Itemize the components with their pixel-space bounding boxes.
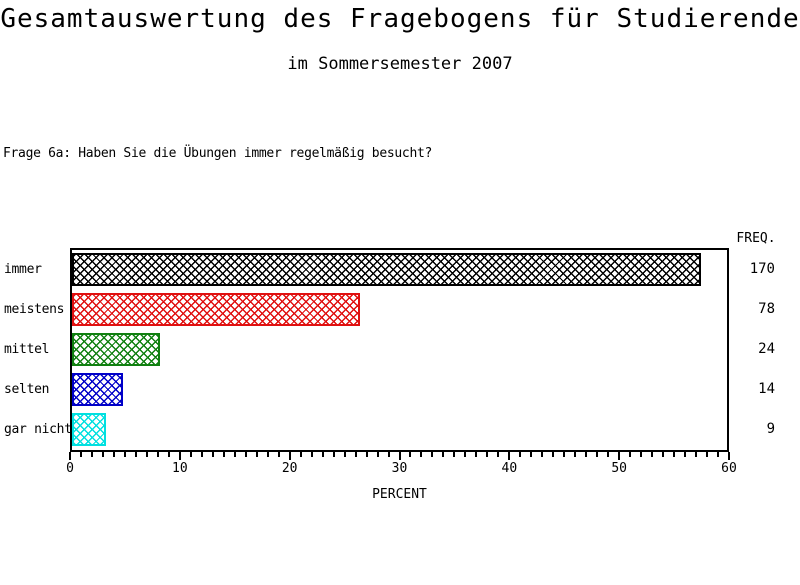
bar-mittel: [72, 333, 161, 366]
x-minor-tick: [79, 452, 82, 457]
x-minor-tick: [541, 452, 544, 457]
x-tick-label-10: 10: [172, 461, 188, 476]
bar-immer: [72, 253, 701, 286]
x-minor-tick: [585, 452, 588, 457]
x-minor-tick: [255, 452, 258, 457]
x-minor-tick: [145, 452, 148, 457]
x-minor-tick: [464, 452, 467, 457]
x-minor-tick: [387, 452, 390, 457]
x-minor-tick: [475, 452, 478, 457]
x-tick-label-50: 50: [611, 461, 627, 476]
x-minor-tick: [101, 452, 104, 457]
freq-column-header: FREQ.: [736, 231, 776, 246]
category-label-meistens: meistens: [4, 302, 65, 317]
x-minor-tick: [574, 452, 577, 457]
question-text: Frage 6a: Haben Sie die Übungen immer re…: [3, 146, 433, 161]
x-tick-label-30: 30: [391, 461, 408, 476]
bar-meistens: [72, 293, 361, 326]
x-minor-tick: [189, 452, 192, 457]
x-minor-tick: [299, 452, 302, 457]
x-minor-tick: [167, 452, 170, 457]
category-label-mittel: mittel: [4, 342, 50, 357]
x-major-tick: [69, 452, 71, 460]
freq-value-immer: 170: [749, 261, 775, 277]
bar-selten: [72, 373, 124, 406]
x-minor-tick: [530, 452, 533, 457]
x-minor-tick: [695, 452, 698, 457]
x-major-tick: [508, 452, 511, 460]
x-minor-tick: [673, 452, 676, 457]
x-minor-tick: [123, 452, 126, 457]
x-minor-tick: [640, 452, 643, 457]
x-minor-tick: [607, 452, 610, 457]
freq-value-meistens: 78: [758, 301, 775, 317]
x-minor-tick: [354, 452, 357, 457]
x-minor-tick: [376, 452, 379, 457]
plot-frame: [70, 248, 729, 452]
x-minor-tick: [112, 452, 115, 457]
x-minor-tick: [321, 452, 324, 457]
x-minor-tick: [684, 452, 687, 457]
x-minor-tick: [244, 452, 247, 457]
freq-value-selten: 14: [758, 381, 775, 397]
x-major-tick: [728, 452, 730, 460]
x-minor-tick: [222, 452, 225, 457]
category-label-selten: selten: [4, 382, 50, 397]
x-minor-tick: [343, 452, 346, 457]
x-tick-label-20: 20: [281, 461, 298, 476]
x-minor-tick: [519, 452, 522, 457]
x-axis-title: PERCENT: [372, 487, 427, 502]
x-minor-tick: [486, 452, 489, 457]
x-major-tick: [618, 452, 621, 460]
x-minor-tick: [233, 452, 236, 457]
x-minor-tick: [596, 452, 599, 457]
x-minor-tick: [277, 452, 280, 457]
x-minor-tick: [497, 452, 500, 457]
x-tick-label-40: 40: [501, 461, 518, 476]
page-title: Gesamtauswertung des Fragebogens für Stu…: [0, 4, 800, 34]
bar-gar-nicht: [72, 413, 106, 446]
category-label-immer: immer: [4, 262, 42, 277]
x-minor-tick: [310, 452, 313, 457]
x-minor-tick: [629, 452, 632, 457]
x-minor-tick: [431, 452, 434, 457]
x-tick-label-60: 60: [721, 461, 737, 476]
x-minor-tick: [717, 452, 720, 457]
freq-value-mittel: 24: [758, 341, 775, 357]
x-minor-tick: [90, 452, 93, 457]
x-minor-tick: [409, 452, 412, 457]
x-major-tick: [178, 452, 181, 460]
freq-value-column: 170 78 24 14 9: [733, 248, 779, 452]
x-tick-label-0: 0: [66, 461, 74, 476]
x-minor-tick: [706, 452, 709, 457]
page-subtitle: im Sommersemester 2007: [287, 54, 513, 74]
x-minor-tick: [442, 452, 445, 457]
x-major-tick: [398, 452, 401, 460]
x-minor-tick: [420, 452, 423, 457]
x-minor-tick: [156, 452, 159, 457]
x-minor-tick: [332, 452, 335, 457]
x-minor-tick: [563, 452, 566, 457]
x-axis-ticks: [69, 452, 730, 462]
x-minor-tick: [651, 452, 654, 457]
x-minor-tick: [453, 452, 456, 457]
x-minor-tick: [552, 452, 555, 457]
x-minor-tick: [200, 452, 203, 457]
x-minor-tick: [211, 452, 214, 457]
x-minor-tick: [662, 452, 665, 457]
x-minor-tick: [365, 452, 368, 457]
category-axis-labels: immer meistens mittel selten gar nicht: [4, 248, 72, 452]
x-major-tick: [288, 452, 291, 460]
x-minor-tick: [134, 452, 137, 457]
x-minor-tick: [266, 452, 269, 457]
category-label-gar-nicht: gar nicht: [4, 422, 72, 437]
freq-value-gar-nicht: 9: [766, 421, 775, 437]
x-axis-tick-labels: 0 10 20 30 40 50 60: [66, 461, 737, 477]
